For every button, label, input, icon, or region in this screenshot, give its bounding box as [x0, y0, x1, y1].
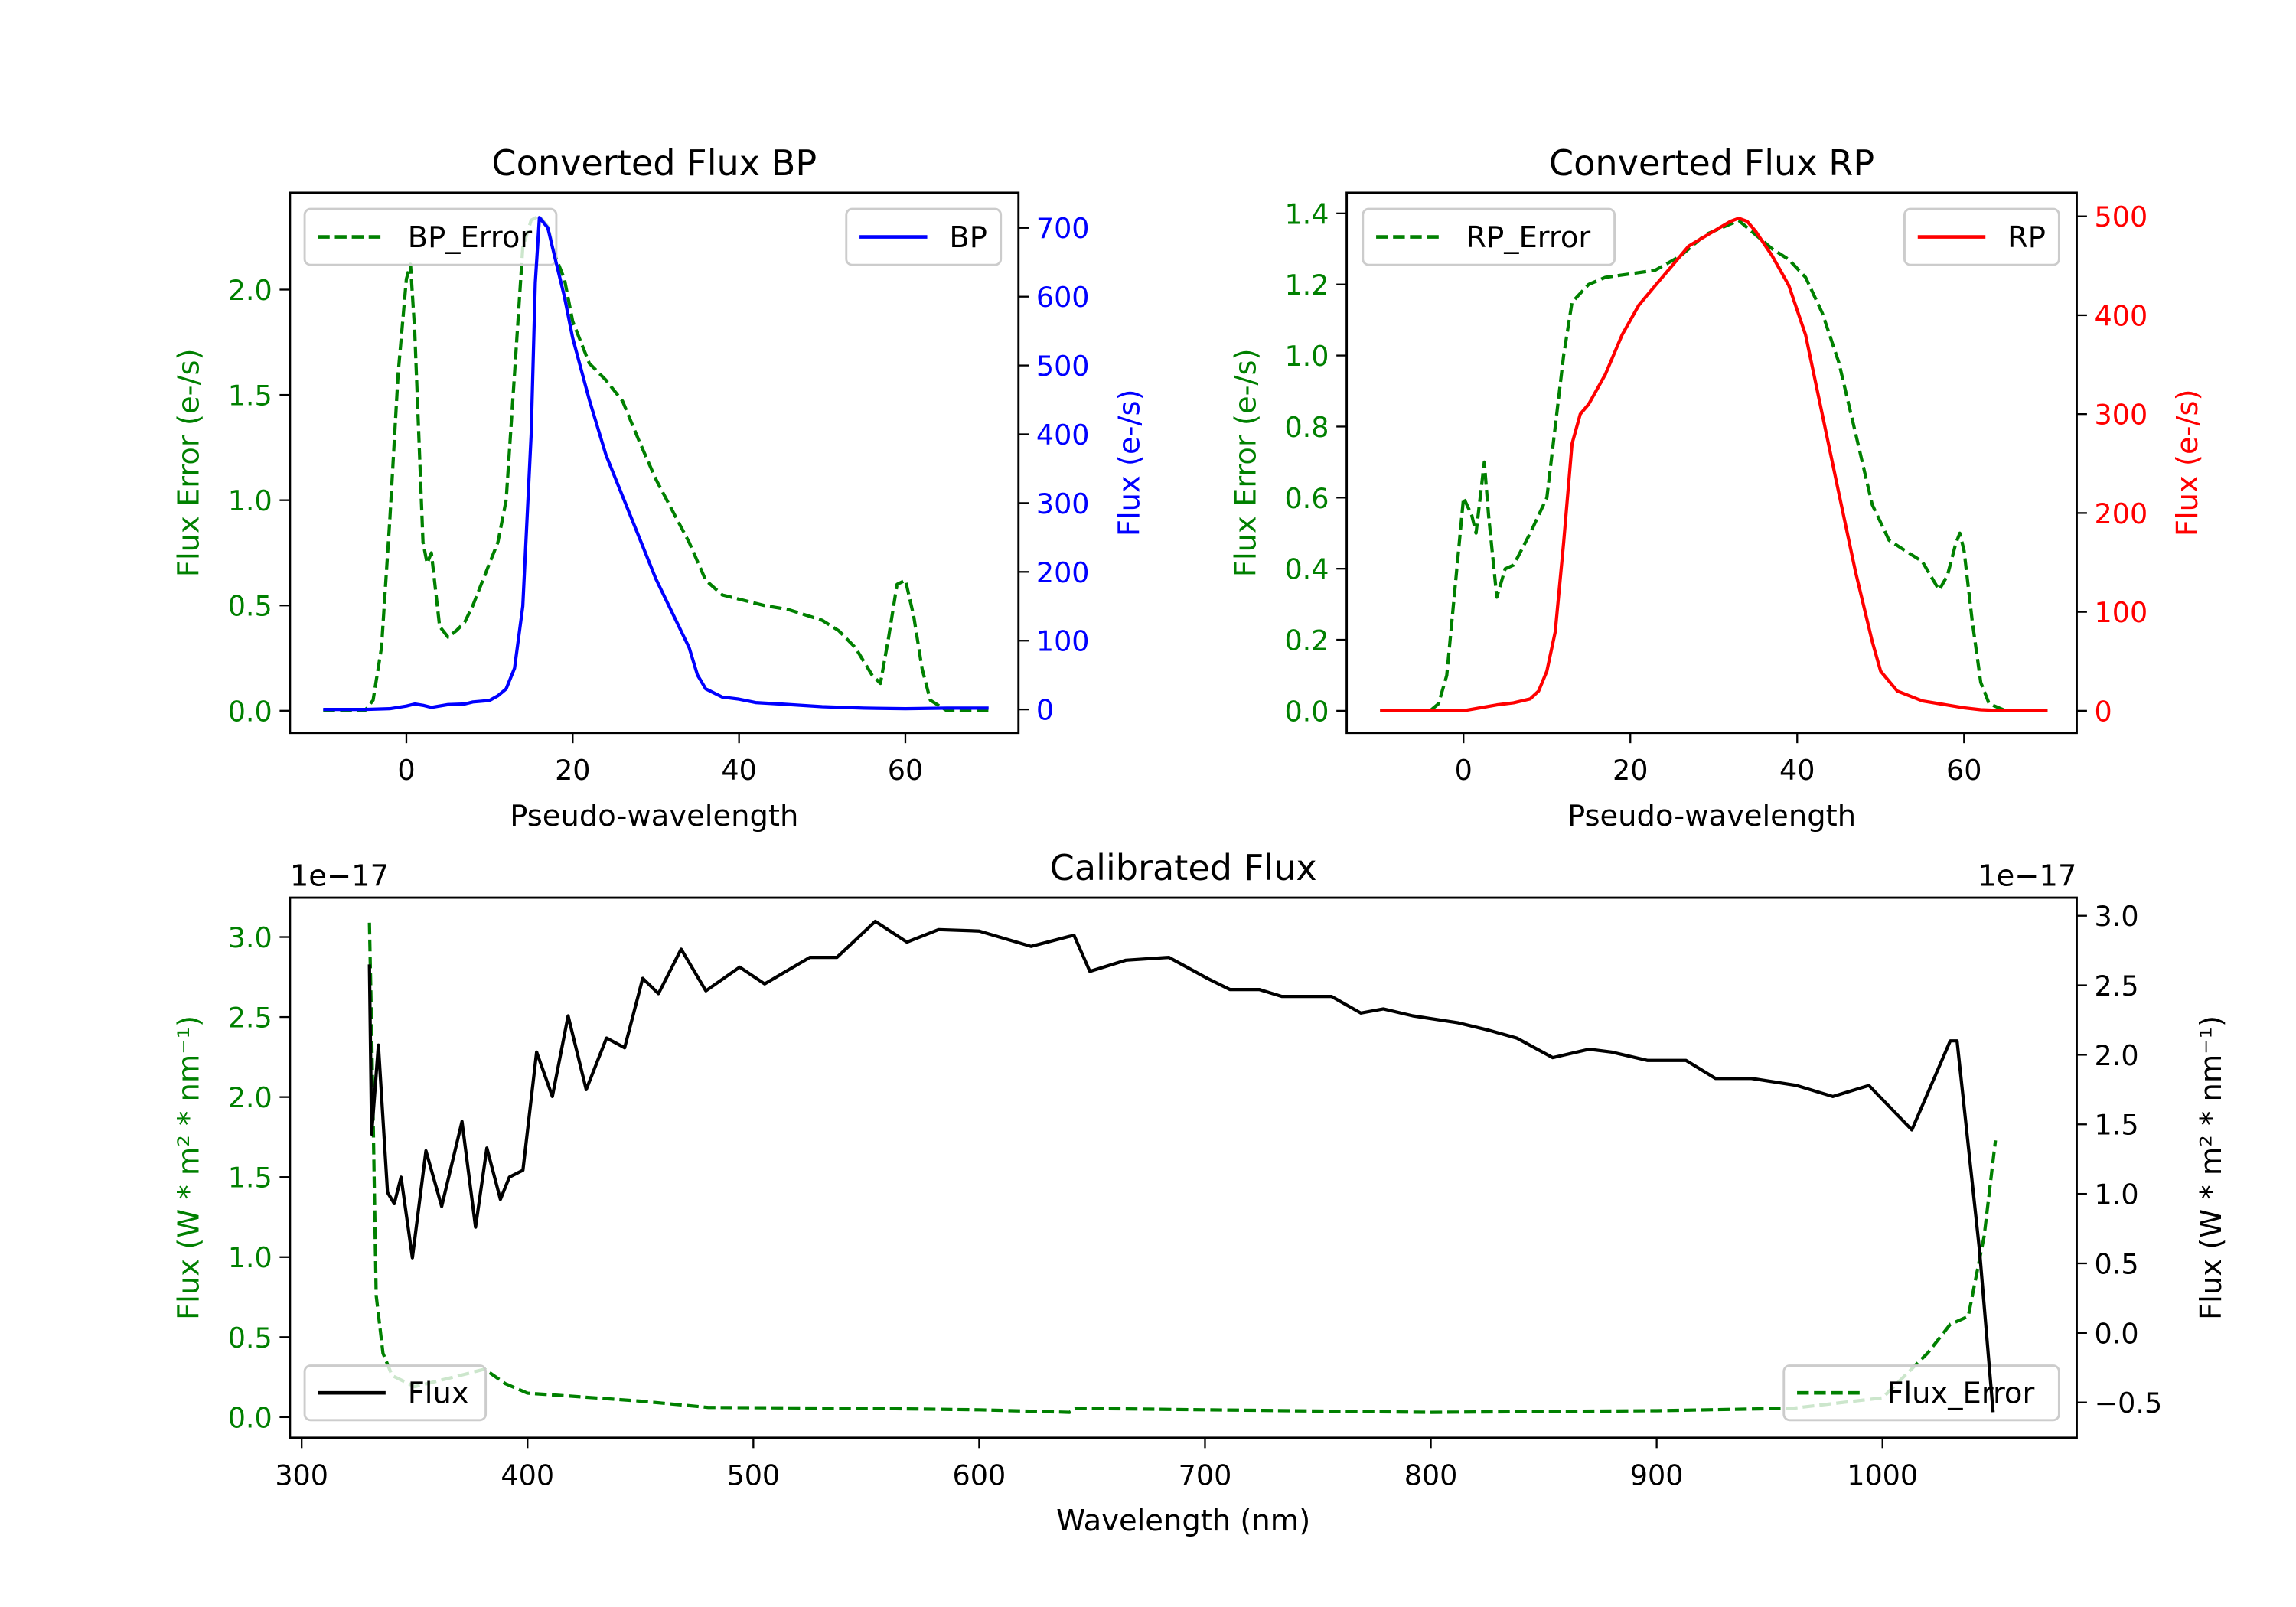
legend-rp-error: RP_Error [1362, 207, 1616, 266]
y-tick-label-left: 2.0 [228, 274, 272, 307]
y-tick-label-right: 600 [1036, 281, 1090, 314]
y-tick-label-right: 1.5 [2095, 1109, 2139, 1142]
y-tick-label-right: 3.0 [2095, 900, 2139, 933]
x-tick-label: 800 [1404, 1459, 1458, 1491]
y-tick-label-left: 1.0 [228, 484, 272, 517]
x-tick-label: 600 [953, 1459, 1006, 1491]
y-tick-label-left: 0.5 [228, 1322, 272, 1354]
x-axis-label: Pseudo-wavelength [510, 799, 798, 833]
axes-frame [289, 896, 2078, 1439]
legend-rp: RP [1903, 207, 2060, 266]
y-axis-label-left: Flux (W * m² * nm⁻¹) [172, 1015, 207, 1320]
y-tick-label-left: 0.8 [1284, 411, 1329, 444]
legend-bp-error: BP_Error [303, 207, 558, 266]
legend-label: RP_Error [1466, 220, 1590, 255]
legend-label: BP_Error [408, 220, 533, 255]
x-axis-label: Wavelength (nm) [1056, 1504, 1310, 1538]
series-line-rp [1380, 217, 2048, 712]
y-tick-label-right: 0 [2095, 695, 2112, 728]
series-line-bp [323, 216, 989, 712]
series-line-bp-error [323, 214, 989, 712]
y-tick-label-right: 100 [2095, 596, 2148, 629]
x-tick-label: 0 [397, 754, 415, 787]
y-tick-label-left: 1.0 [228, 1241, 272, 1274]
y-tick-label-left: 0.0 [228, 695, 272, 728]
y-tick-label-left: 0.2 [1284, 624, 1329, 657]
y-axis-label-right: Flux (e-/s) [2170, 389, 2205, 536]
y-tick-label-right: 2.0 [2095, 1039, 2139, 1072]
x-tick-label: 40 [721, 754, 756, 787]
y-tick-label-left: 1.5 [228, 380, 272, 412]
y-axis-label-right: Flux (W * m² * nm⁻¹) [2194, 1015, 2229, 1320]
y-tick-label-right: 1.0 [2095, 1178, 2139, 1211]
chart-panel-0: Converted Flux BP Pseudo-wavelength Flux E… [172, 142, 1147, 833]
offset-text-left: 1e−17 [290, 859, 389, 894]
legend-box [1362, 207, 1616, 266]
y-axis-label-left: Flux Error (e-/s) [1228, 348, 1263, 577]
y-tick-label-right: 500 [1036, 350, 1090, 383]
y-tick-label-right: 0.0 [2095, 1317, 2139, 1350]
x-tick-label: 60 [888, 754, 923, 787]
legend-box [303, 207, 558, 266]
y-tick-label-left: 1.2 [1284, 269, 1329, 302]
y-tick-label-left: 1.4 [1284, 197, 1329, 230]
y-tick-label-right: 300 [1036, 487, 1090, 520]
x-tick-label: 40 [1779, 754, 1815, 787]
y-tick-label-left: 1.0 [1284, 340, 1329, 373]
y-tick-label-right: −0.5 [2095, 1387, 2163, 1420]
chart-panel-2: Calibrated Flux Wavelength (nm) Flux (W * … [172, 847, 2229, 1538]
x-tick-label: 0 [1455, 754, 1473, 787]
chart-title: Converted Flux BP [491, 142, 817, 184]
x-tick-label: 300 [275, 1459, 328, 1491]
y-tick-label-right: 200 [1036, 556, 1090, 589]
x-tick-label: 20 [555, 754, 590, 787]
y-tick-label-right: 500 [2095, 200, 2148, 233]
chart-title: Calibrated Flux [1050, 847, 1317, 888]
x-tick-label: 1000 [1847, 1459, 1918, 1491]
legend-label: BP [949, 220, 987, 255]
series-line-flux [367, 919, 1995, 1413]
x-tick-label: 500 [726, 1459, 780, 1491]
y-tick-label-right: 400 [1036, 419, 1090, 451]
legend-flux-error: Flux_Error [1782, 1364, 2060, 1422]
offset-text-right: 1e−17 [1978, 859, 2076, 894]
x-tick-label: 400 [501, 1459, 554, 1491]
legend-flux: Flux [303, 1364, 488, 1422]
y-tick-label-right: 700 [1036, 212, 1090, 245]
y-tick-label-left: 0.5 [228, 590, 272, 623]
y-tick-label-right: 400 [2095, 299, 2148, 332]
y-tick-label-right: 100 [1036, 625, 1090, 658]
y-tick-label-right: 0.5 [2095, 1247, 2139, 1280]
legend-label: RP [2007, 220, 2046, 255]
y-tick-label-left: 2.0 [228, 1081, 272, 1114]
chart-title: Converted Flux RP [1549, 142, 1874, 184]
x-tick-label: 20 [1613, 754, 1648, 787]
x-axis-label: Pseudo-wavelength [1567, 799, 1856, 833]
y-tick-label-left: 1.5 [228, 1162, 272, 1195]
y-axis-label-left: Flux Error (e-/s) [172, 348, 207, 577]
y-tick-label-right: 200 [2095, 497, 2148, 530]
x-tick-label: 900 [1630, 1459, 1684, 1491]
y-tick-label-right: 300 [2095, 399, 2148, 432]
legend-bp: BP [845, 207, 1003, 266]
y-tick-label-left: 0.6 [1284, 482, 1329, 515]
y-tick-label-right: 2.5 [2095, 970, 2139, 1002]
y-tick-label-left: 3.0 [228, 921, 272, 954]
x-tick-label: 700 [1179, 1459, 1232, 1491]
axes-frame [289, 191, 1020, 735]
legend-box [303, 1364, 488, 1422]
y-tick-label-left: 0.0 [228, 1401, 272, 1434]
y-axis-label-right: Flux (e-/s) [1112, 389, 1146, 536]
chart-panel-1: Converted Flux RP Pseudo-wavelength Flux E… [1228, 142, 2205, 833]
x-tick-label: 60 [1946, 754, 1981, 787]
legend-label: Flux [408, 1377, 469, 1411]
axes-frame [1345, 191, 2078, 735]
legend-label: Flux_Error [1887, 1377, 2034, 1411]
y-tick-label-left: 0.0 [1284, 695, 1329, 728]
y-tick-label-right: 0 [1036, 694, 1054, 727]
y-tick-label-left: 0.4 [1284, 553, 1329, 586]
y-tick-label-left: 2.5 [228, 1002, 272, 1035]
